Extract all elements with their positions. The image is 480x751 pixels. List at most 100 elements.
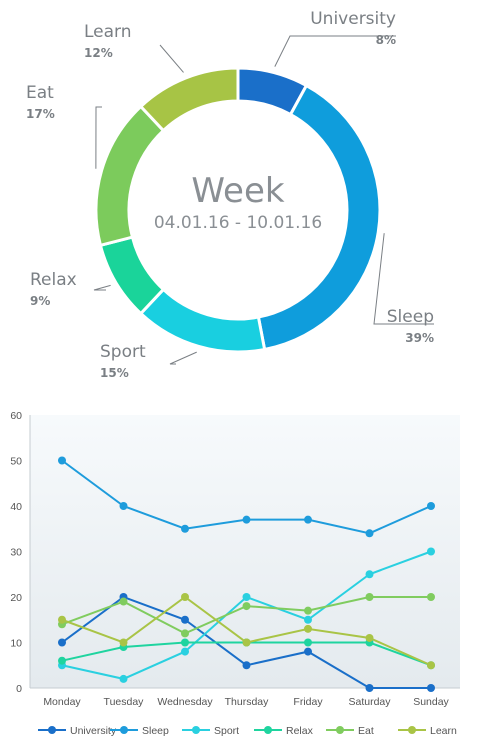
slice-label-learn: Learn: [84, 22, 132, 42]
data-point-eat: [119, 597, 128, 606]
legend-item-sleep: Sleep: [110, 725, 169, 737]
donut-slices: [94, 66, 382, 354]
data-point-sport: [119, 674, 128, 683]
data-point-university: [181, 615, 189, 624]
y-tick-label: 50: [10, 456, 22, 468]
data-point-learn: [242, 638, 251, 647]
x-tick-label-tuesday: Tuesday: [104, 696, 145, 708]
data-point-sleep: [304, 515, 312, 524]
legend-swatch-marker: [48, 726, 56, 734]
x-tick-label-monday: Monday: [43, 696, 81, 708]
data-point-university: [242, 661, 251, 670]
data-point-university: [304, 647, 312, 656]
legend-swatch-marker: [336, 726, 344, 734]
data-point-relax: [58, 656, 66, 665]
data-point-university: [427, 684, 435, 692]
slice-percent-sleep: 39%: [405, 331, 434, 345]
data-point-learn: [365, 633, 374, 642]
legend-swatch-marker: [408, 726, 416, 734]
series-layer: [58, 456, 435, 692]
data-point-eat: [427, 593, 435, 601]
x-axis: Monday Tuesday Wednesday Thursday Friday Satu…: [30, 687, 460, 708]
y-tick-label: 30: [10, 547, 22, 559]
slice-percent-relax: 9%: [30, 294, 50, 308]
legend-item-university: University: [38, 725, 117, 737]
data-point-eat: [365, 593, 374, 601]
legend-swatch-marker: [120, 726, 128, 734]
data-point-sleep: [181, 524, 189, 533]
legend-item-sport: Sport: [182, 725, 239, 737]
slice-label-university: University: [310, 9, 396, 29]
legend-label: Relax: [286, 725, 314, 737]
slice-percent-university: 8%: [376, 33, 396, 47]
data-point-learn: [119, 638, 128, 647]
donut-center-subtitle: 04.01.16 - 10.01.16: [154, 213, 322, 233]
data-point-sport: [181, 647, 189, 656]
data-point-learn: [427, 661, 435, 670]
donut-labels: University 8% Sleep 39% Sport 15% Relax 9% Eat 17…: [26, 9, 434, 380]
leader-line-university: [274, 35, 396, 67]
data-point-sport: [365, 570, 374, 579]
legend-item-eat: Eat: [326, 725, 374, 737]
data-point-learn: [304, 624, 312, 633]
data-point-university: [58, 638, 66, 647]
data-point-eat: [242, 602, 251, 611]
legend: University Sleep Sport Relax Eat Learn: [38, 725, 457, 737]
data-point-sport: [242, 593, 251, 601]
legend-label: University: [70, 725, 117, 737]
data-point-sport: [427, 547, 435, 556]
slice-label-relax: Relax: [30, 270, 77, 290]
y-tick-label: 40: [10, 501, 22, 513]
y-tick-label: 60: [10, 410, 22, 422]
data-point-sleep: [119, 502, 128, 510]
legend-label: Sport: [214, 725, 239, 737]
x-tick-label-thursday: Thursday: [225, 696, 270, 708]
leader-line-eat: [95, 106, 102, 169]
x-tick-label-saturday: Saturday: [348, 696, 391, 708]
legend-label: Eat: [358, 725, 374, 737]
y-tick-label: 20: [10, 592, 22, 604]
data-point-learn: [58, 615, 66, 624]
leader-line-relax: [93, 284, 111, 291]
legend-item-relax: Relax: [254, 725, 314, 737]
leader-line-sleep: [373, 233, 434, 325]
slice-percent-sport: 15%: [100, 366, 129, 380]
data-point-sport: [304, 615, 312, 624]
x-tick-label-wednesday: Wednesday: [157, 696, 213, 708]
slice-label-sleep: Sleep: [387, 307, 434, 327]
slice-percent-eat: 17%: [26, 107, 55, 121]
slice-label-eat: Eat: [26, 83, 54, 103]
data-point-sleep: [242, 515, 251, 524]
data-point-learn: [181, 593, 189, 601]
legend-item-learn: Learn: [398, 725, 457, 737]
weekly-line-chart: 0 10 20 30 40 50 60 Monday Tuesday Wednesday Thur…: [10, 410, 460, 737]
data-point-sleep: [427, 502, 435, 510]
y-axis: 0 10 20 30 40 50 60: [10, 410, 31, 695]
leader-line-learn: [159, 44, 184, 73]
data-point-eat: [304, 606, 312, 615]
slice-label-sport: Sport: [100, 342, 146, 362]
y-tick-label: 10: [10, 638, 22, 650]
legend-swatch-marker: [192, 726, 200, 734]
data-point-relax: [304, 638, 312, 647]
week-donut-chart: University 8% Sleep 39% Sport 15% Relax 9% Eat 17…: [26, 9, 434, 380]
x-tick-label-friday: Friday: [293, 696, 323, 708]
donut-slice-learn: [138, 66, 240, 133]
x-tick-label-sunday: Sunday: [413, 696, 449, 708]
legend-swatch-marker: [264, 726, 272, 734]
donut-leader-lines: [93, 35, 434, 365]
slice-percent-learn: 12%: [84, 46, 113, 60]
plot-area: [30, 415, 460, 688]
data-point-relax: [181, 638, 189, 647]
y-tick-label: 0: [16, 683, 22, 695]
donut-slice-sleep: [256, 83, 382, 352]
data-point-university: [365, 684, 374, 692]
donut-center-title: Week: [191, 171, 284, 211]
leader-line-sport: [169, 351, 197, 365]
legend-label: Learn: [430, 725, 457, 737]
donut-slice-sport: [138, 287, 267, 354]
data-point-sleep: [58, 456, 66, 465]
data-point-sleep: [365, 529, 374, 538]
data-point-eat: [181, 629, 189, 638]
legend-label: Sleep: [142, 725, 169, 737]
